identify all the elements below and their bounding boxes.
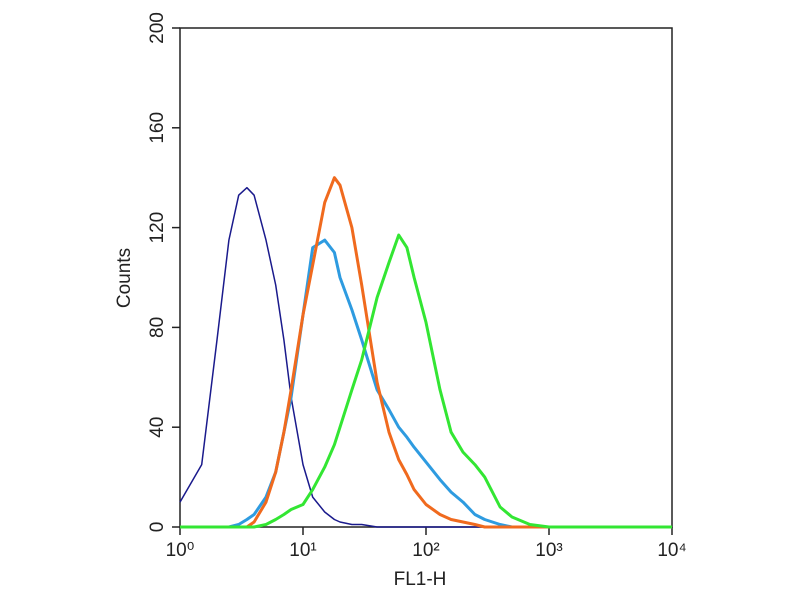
x-tick-label: 10³ (535, 540, 562, 561)
x-tick-label: 10⁰ (166, 540, 195, 561)
x-tick-label: 10² (412, 540, 439, 561)
histogram-line (180, 233, 672, 529)
histogram-line (180, 176, 672, 529)
y-tick-label: 120 (147, 212, 168, 244)
plot-frame (179, 27, 673, 528)
y-tick-label: 80 (147, 317, 168, 338)
x-axis-label: FL1-H (394, 569, 447, 590)
y-tick-label: 40 (147, 417, 168, 438)
histogram-line (180, 238, 672, 529)
y-axis-label: Counts (114, 248, 135, 308)
y-tick-label: 160 (147, 112, 168, 144)
x-tick-label: 10¹ (289, 540, 316, 561)
y-tick-label: 200 (147, 12, 168, 44)
histogram-line (179, 186, 672, 528)
x-tick-label: 10⁴ (657, 540, 686, 561)
y-tick-label: 0 (147, 522, 168, 533)
